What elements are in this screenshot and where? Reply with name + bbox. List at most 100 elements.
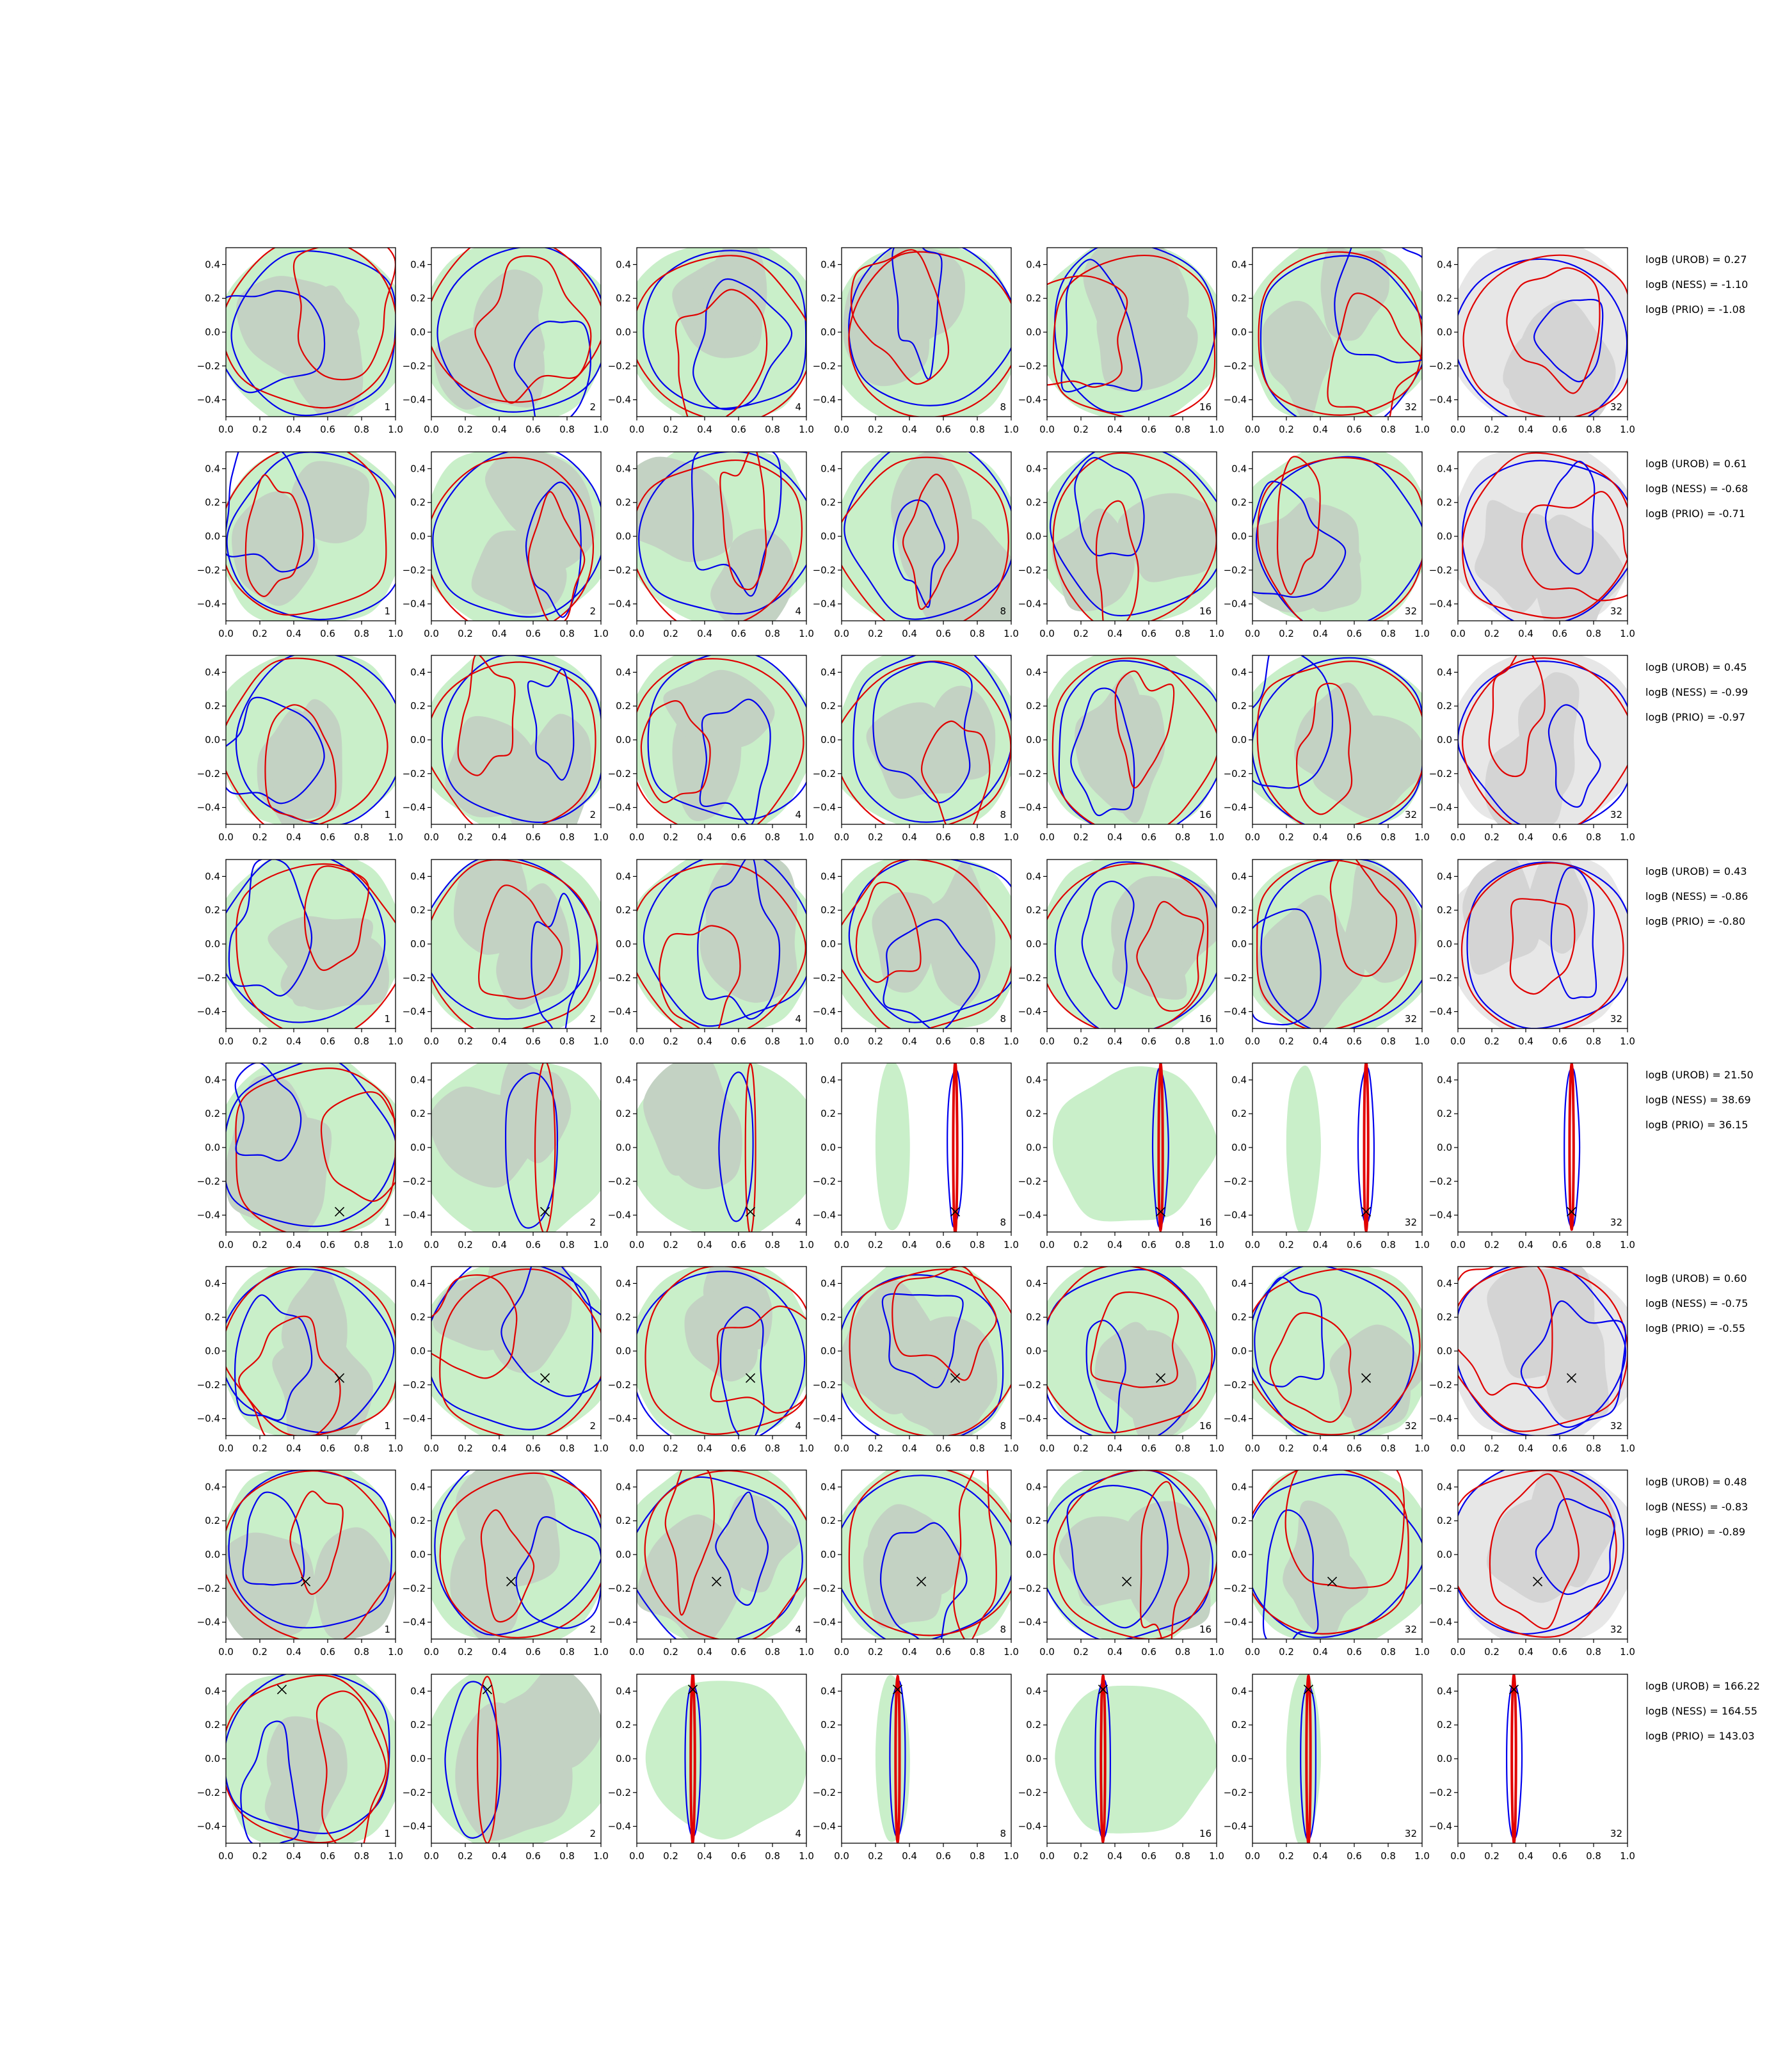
y-tick-label: 0.4 xyxy=(1026,259,1041,270)
x-tick-label: 0.2 xyxy=(1484,1850,1500,1862)
panel-r1-c4: 0.4 0.2 0.0 −0.2 −0.4 0.0 0.2 0.4 0.6 0.8 1.0 8 xyxy=(813,247,1019,435)
y-tick-label: −0.2 xyxy=(608,1583,631,1594)
y-tick-label: 0.4 xyxy=(410,1277,426,1289)
y-tick-label: −0.2 xyxy=(608,768,631,780)
panel-r8-c1: 0.4 0.2 0.0 −0.2 −0.4 0.0 0.2 0.4 0.6 0.8 1.0 1 xyxy=(197,1674,403,1862)
density-region-inner xyxy=(1075,673,1158,813)
y-tick-label: −0.2 xyxy=(197,564,220,576)
x-tick-label: 0.0 xyxy=(834,1646,849,1658)
y-tick-label: −0.4 xyxy=(197,1006,220,1018)
contour-blue xyxy=(637,1270,806,1436)
y-tick-label: 0.2 xyxy=(1231,1719,1247,1731)
contour-red xyxy=(226,1470,396,1639)
panel-r8-c2: 0.4 0.2 0.0 −0.2 −0.4 0.0 0.2 0.4 0.6 0.8 1.0 2 xyxy=(403,1674,609,1862)
x-tick-label: 0.4 xyxy=(1313,1443,1328,1454)
x-tick-label: 0.2 xyxy=(1073,424,1089,435)
contour-red xyxy=(1269,1312,1352,1423)
x-tick-label: 0.0 xyxy=(218,1646,234,1658)
x-tick-label: 0.2 xyxy=(252,1443,268,1454)
contour-blue xyxy=(692,278,793,410)
ness-stat: logB (NESS) = -0.83 xyxy=(1645,1501,1748,1513)
panel-r3-c1: 0.4 0.2 0.0 −0.2 −0.4 0.0 0.2 0.4 0.6 0.8 1.0 1 xyxy=(197,655,403,843)
x-tick-label: 0.0 xyxy=(834,831,849,843)
y-tick-label: −0.2 xyxy=(608,1176,631,1187)
true-point-marker xyxy=(711,1576,722,1587)
panel-r1-c7: 0.4 0.2 0.0 −0.2 −0.4 0.0 0.2 0.4 0.6 0.8 1.0 32 xyxy=(1429,247,1635,435)
panel-r2-c7: 0.4 0.2 0.0 −0.2 −0.4 0.0 0.2 0.4 0.6 0.8 1.0 32 xyxy=(1429,451,1635,639)
y-tick-label: 0.2 xyxy=(1026,904,1041,916)
x-tick-label: 0.6 xyxy=(525,1443,541,1454)
y-tick-label: 0.2 xyxy=(616,292,631,304)
y-tick-label: 0.2 xyxy=(1026,1311,1041,1323)
panel-r6-c5: 0.4 0.2 0.0 −0.2 −0.4 0.0 0.2 0.4 0.6 0.8 1.0 16 xyxy=(1018,1266,1224,1454)
row-stats-5: logB (UROB) = 21.50 logB (NESS) = 38.69 lo… xyxy=(1645,1069,1754,1131)
contour-red xyxy=(264,704,337,822)
contour-blue xyxy=(718,1071,754,1222)
y-tick-label: −0.2 xyxy=(1018,1176,1041,1187)
y-tick-label: 0.4 xyxy=(820,870,836,882)
contour-red xyxy=(244,474,304,597)
y-tick-label: −0.4 xyxy=(1018,802,1041,813)
x-tick-label: 0.0 xyxy=(424,628,439,639)
true-point-marker xyxy=(1532,1576,1543,1587)
y-tick-label: 0.2 xyxy=(1026,1719,1041,1731)
x-tick-label: 0.6 xyxy=(320,1036,335,1047)
y-tick-label: −0.2 xyxy=(1224,360,1247,372)
panel-r1-c5: 0.4 0.2 0.0 −0.2 −0.4 0.0 0.2 0.4 0.6 0.8 1.0 16 xyxy=(1018,247,1224,435)
contour-red xyxy=(953,1470,997,1639)
y-tick-label: 0.0 xyxy=(1437,938,1452,950)
x-tick-label: 0.4 xyxy=(697,1036,712,1047)
y-tick-label: −0.4 xyxy=(1224,1006,1247,1018)
urob-stat: logB (UROB) = 21.50 xyxy=(1645,1069,1754,1081)
panel-r8-c7: 0.4 0.2 0.0 −0.2 −0.4 0.0 0.2 0.4 0.6 0.8 1.0 32 xyxy=(1429,1674,1635,1862)
y-tick-label: 0.2 xyxy=(820,904,836,916)
x-tick-label: 0.8 xyxy=(1586,1239,1601,1251)
panel-r3-c2: 0.4 0.2 0.0 −0.2 −0.4 0.0 0.2 0.4 0.6 0.8 1.0 2 xyxy=(403,655,609,843)
x-tick-label: 0.4 xyxy=(492,831,507,843)
x-tick-label: 0.4 xyxy=(492,1036,507,1047)
y-tick-label: −0.2 xyxy=(1429,1176,1452,1187)
x-tick-label: 0.0 xyxy=(1450,424,1466,435)
y-tick-label: 0.0 xyxy=(205,1345,220,1357)
x-tick-label: 1.0 xyxy=(799,1646,814,1658)
panel-r2-c1: 0.4 0.2 0.0 −0.2 −0.4 0.0 0.2 0.4 0.6 0.8 1.0 1 xyxy=(197,451,403,639)
x-tick-label: 0.4 xyxy=(286,424,301,435)
y-tick-label: −0.2 xyxy=(813,1787,836,1798)
y-tick-label: −0.2 xyxy=(403,768,426,780)
x-tick-label: 0.0 xyxy=(424,1443,439,1454)
panel-number-label: 16 xyxy=(1199,1217,1212,1228)
y-tick-label: −0.2 xyxy=(1018,360,1041,372)
x-tick-label: 0.2 xyxy=(458,1646,473,1658)
y-tick-label: −0.2 xyxy=(1429,360,1452,372)
y-tick-label: 0.2 xyxy=(1437,497,1452,508)
prio-stat: logB (PRIO) = -0.71 xyxy=(1645,508,1745,520)
density-region-inner xyxy=(867,1504,964,1615)
density-region-inner xyxy=(696,248,767,355)
panel-r4-c4: 0.4 0.2 0.0 −0.2 −0.4 0.0 0.2 0.4 0.6 0.8 1.0 8 xyxy=(813,859,1019,1047)
y-tick-label: −0.4 xyxy=(813,1413,836,1425)
y-tick-label: −0.4 xyxy=(403,1413,426,1425)
x-tick-label: 0.4 xyxy=(1313,1646,1328,1658)
panel-number-label: 32 xyxy=(1405,1828,1417,1839)
y-tick-label: −0.2 xyxy=(1224,1583,1247,1594)
panel-number-label: 4 xyxy=(795,401,801,413)
contour-red xyxy=(476,1676,499,1843)
x-tick-label: 0.4 xyxy=(697,628,712,639)
y-tick-label: 0.4 xyxy=(1026,666,1041,678)
contour-blue xyxy=(643,860,806,1027)
x-tick-label: 0.2 xyxy=(458,424,473,435)
x-tick-label: 1.0 xyxy=(799,628,814,639)
contour-blue xyxy=(228,860,313,997)
density-region-inner xyxy=(710,529,794,621)
x-tick-label: 1.0 xyxy=(1209,1239,1224,1251)
panel-number-label: 2 xyxy=(589,1217,596,1228)
x-tick-label: 0.4 xyxy=(1518,424,1533,435)
true-point-marker xyxy=(950,1206,961,1217)
x-tick-label: 0.0 xyxy=(1039,1036,1055,1047)
x-tick-label: 1.0 xyxy=(593,1850,609,1862)
contour-red xyxy=(289,1491,344,1595)
y-tick-label: 0.0 xyxy=(1026,1345,1041,1357)
panel-r3-c4: 0.4 0.2 0.0 −0.2 −0.4 0.0 0.2 0.4 0.6 0.8 1.0 8 xyxy=(813,655,1019,843)
contour-blue xyxy=(226,1063,396,1228)
x-tick-label: 1.0 xyxy=(799,1239,814,1251)
